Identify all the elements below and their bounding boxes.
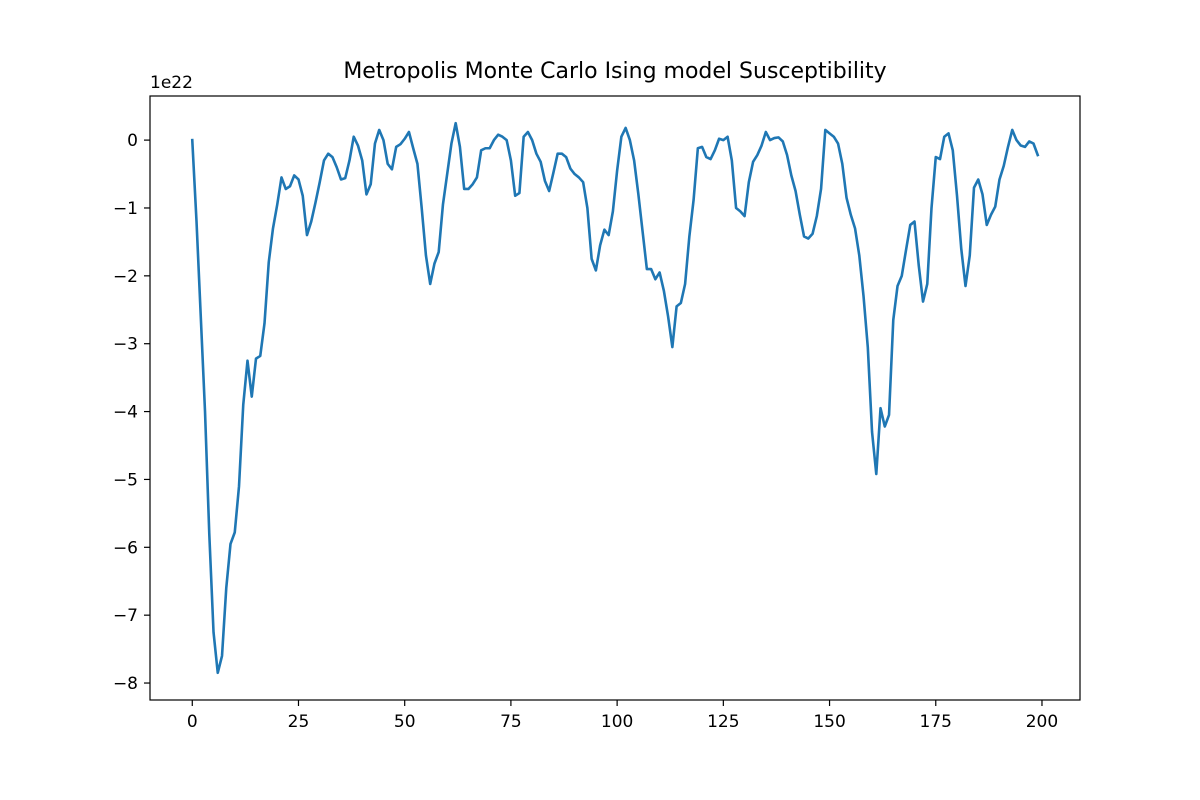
x-tick-label: 25 <box>288 712 310 732</box>
y-tick-label: −3 <box>113 335 138 355</box>
x-tick-label: 150 <box>813 712 845 732</box>
x-axis: 0 25 50 75 100 125 150 175 200 <box>187 700 1058 732</box>
y-axis: 0 −1 −2 −3 −4 −5 −6 −7 −8 <box>113 131 150 694</box>
x-tick-label: 75 <box>500 712 522 732</box>
plot-area <box>190 121 1040 675</box>
x-tick-label: 100 <box>601 712 633 732</box>
y-tick-label: −5 <box>113 470 138 490</box>
chart-title: Metropolis Monte Carlo Ising model Susce… <box>343 59 886 84</box>
y-tick-label: −8 <box>113 674 138 694</box>
y-tick-label: −4 <box>113 403 138 423</box>
x-tick-label: 50 <box>394 712 416 732</box>
series-line-0 <box>190 121 1040 675</box>
y-tick-label: −2 <box>113 267 138 287</box>
x-tick-label: 0 <box>187 712 198 732</box>
x-tick-label: 125 <box>707 712 739 732</box>
plot-frame <box>149 95 1081 701</box>
y-tick-label: −7 <box>113 606 138 626</box>
x-tick-label: 200 <box>1026 712 1058 732</box>
y-tick-label: 0 <box>127 131 138 151</box>
y-offset-label: 1e22 <box>150 73 193 93</box>
y-tick-label: −1 <box>113 199 138 219</box>
x-tick-label: 175 <box>920 712 952 732</box>
y-tick-label: −6 <box>113 538 138 558</box>
